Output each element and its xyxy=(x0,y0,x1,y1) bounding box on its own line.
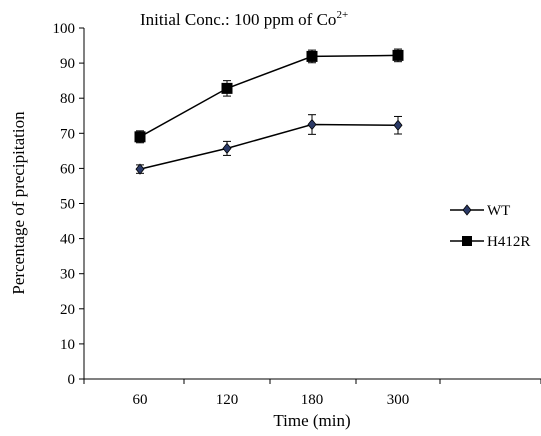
marker-WT-300 xyxy=(393,119,403,131)
chart-title: Initial Conc.: 100 ppm of Co2+ xyxy=(140,9,348,29)
marker-WT-180 xyxy=(307,118,317,131)
y-tick-label-30: 30 xyxy=(60,267,75,283)
x-tick-label-300: 300 xyxy=(387,392,410,408)
y-ticks: 0 10 20 30 40 50 60 70 80 90 100 xyxy=(53,21,84,388)
series-layer xyxy=(134,48,404,175)
y-tick-label-100: 100 xyxy=(53,21,76,37)
chart-title-main: Initial Conc.: 100 ppm of Co xyxy=(140,10,336,29)
x-tick-label-60: 60 xyxy=(133,392,148,408)
marker-H412R-60 xyxy=(134,131,146,143)
y-tick-label-10: 10 xyxy=(60,337,75,353)
axes xyxy=(83,28,541,380)
legend-item-H412R: H412R xyxy=(450,234,530,250)
series-line-WT xyxy=(139,123,399,170)
y-tick-label-0: 0 xyxy=(68,372,76,388)
x-axis-title: Time (min) xyxy=(273,411,350,430)
marker-H412R-300 xyxy=(392,49,404,61)
y-tick-label-50: 50 xyxy=(60,197,75,213)
y-tick-label-70: 70 xyxy=(60,126,75,142)
marker-H412R-120 xyxy=(221,82,233,94)
marker-WT-60 xyxy=(135,163,145,175)
y-tick-label-20: 20 xyxy=(60,302,75,318)
y-tick-label-90: 90 xyxy=(60,56,75,72)
y-axis-title: Percentage of precipitation xyxy=(9,111,28,295)
y-tick-label-80: 80 xyxy=(60,91,75,107)
legend-label-WT: WT xyxy=(487,203,510,219)
x-tick-label-180: 180 xyxy=(301,392,324,408)
series-line-H412R xyxy=(139,54,399,138)
x-ticks: 60 120 180 300 xyxy=(83,379,541,408)
legend-marker-WT xyxy=(462,204,472,216)
marker-H412R-180 xyxy=(306,50,318,62)
y-tick-label-40: 40 xyxy=(60,232,75,248)
legend-label-H412R: H412R xyxy=(487,234,530,250)
legend-marker-H412R xyxy=(462,236,472,246)
series-H412R xyxy=(134,48,404,144)
chart-title-superscript: 2+ xyxy=(336,9,348,21)
marker-WT-120 xyxy=(222,142,232,155)
series-WT xyxy=(135,114,403,175)
legend: WT H412R xyxy=(450,203,530,250)
legend-item-WT: WT xyxy=(450,203,510,219)
y-tick-label-60: 60 xyxy=(60,161,75,177)
x-tick-label-120: 120 xyxy=(216,392,239,408)
